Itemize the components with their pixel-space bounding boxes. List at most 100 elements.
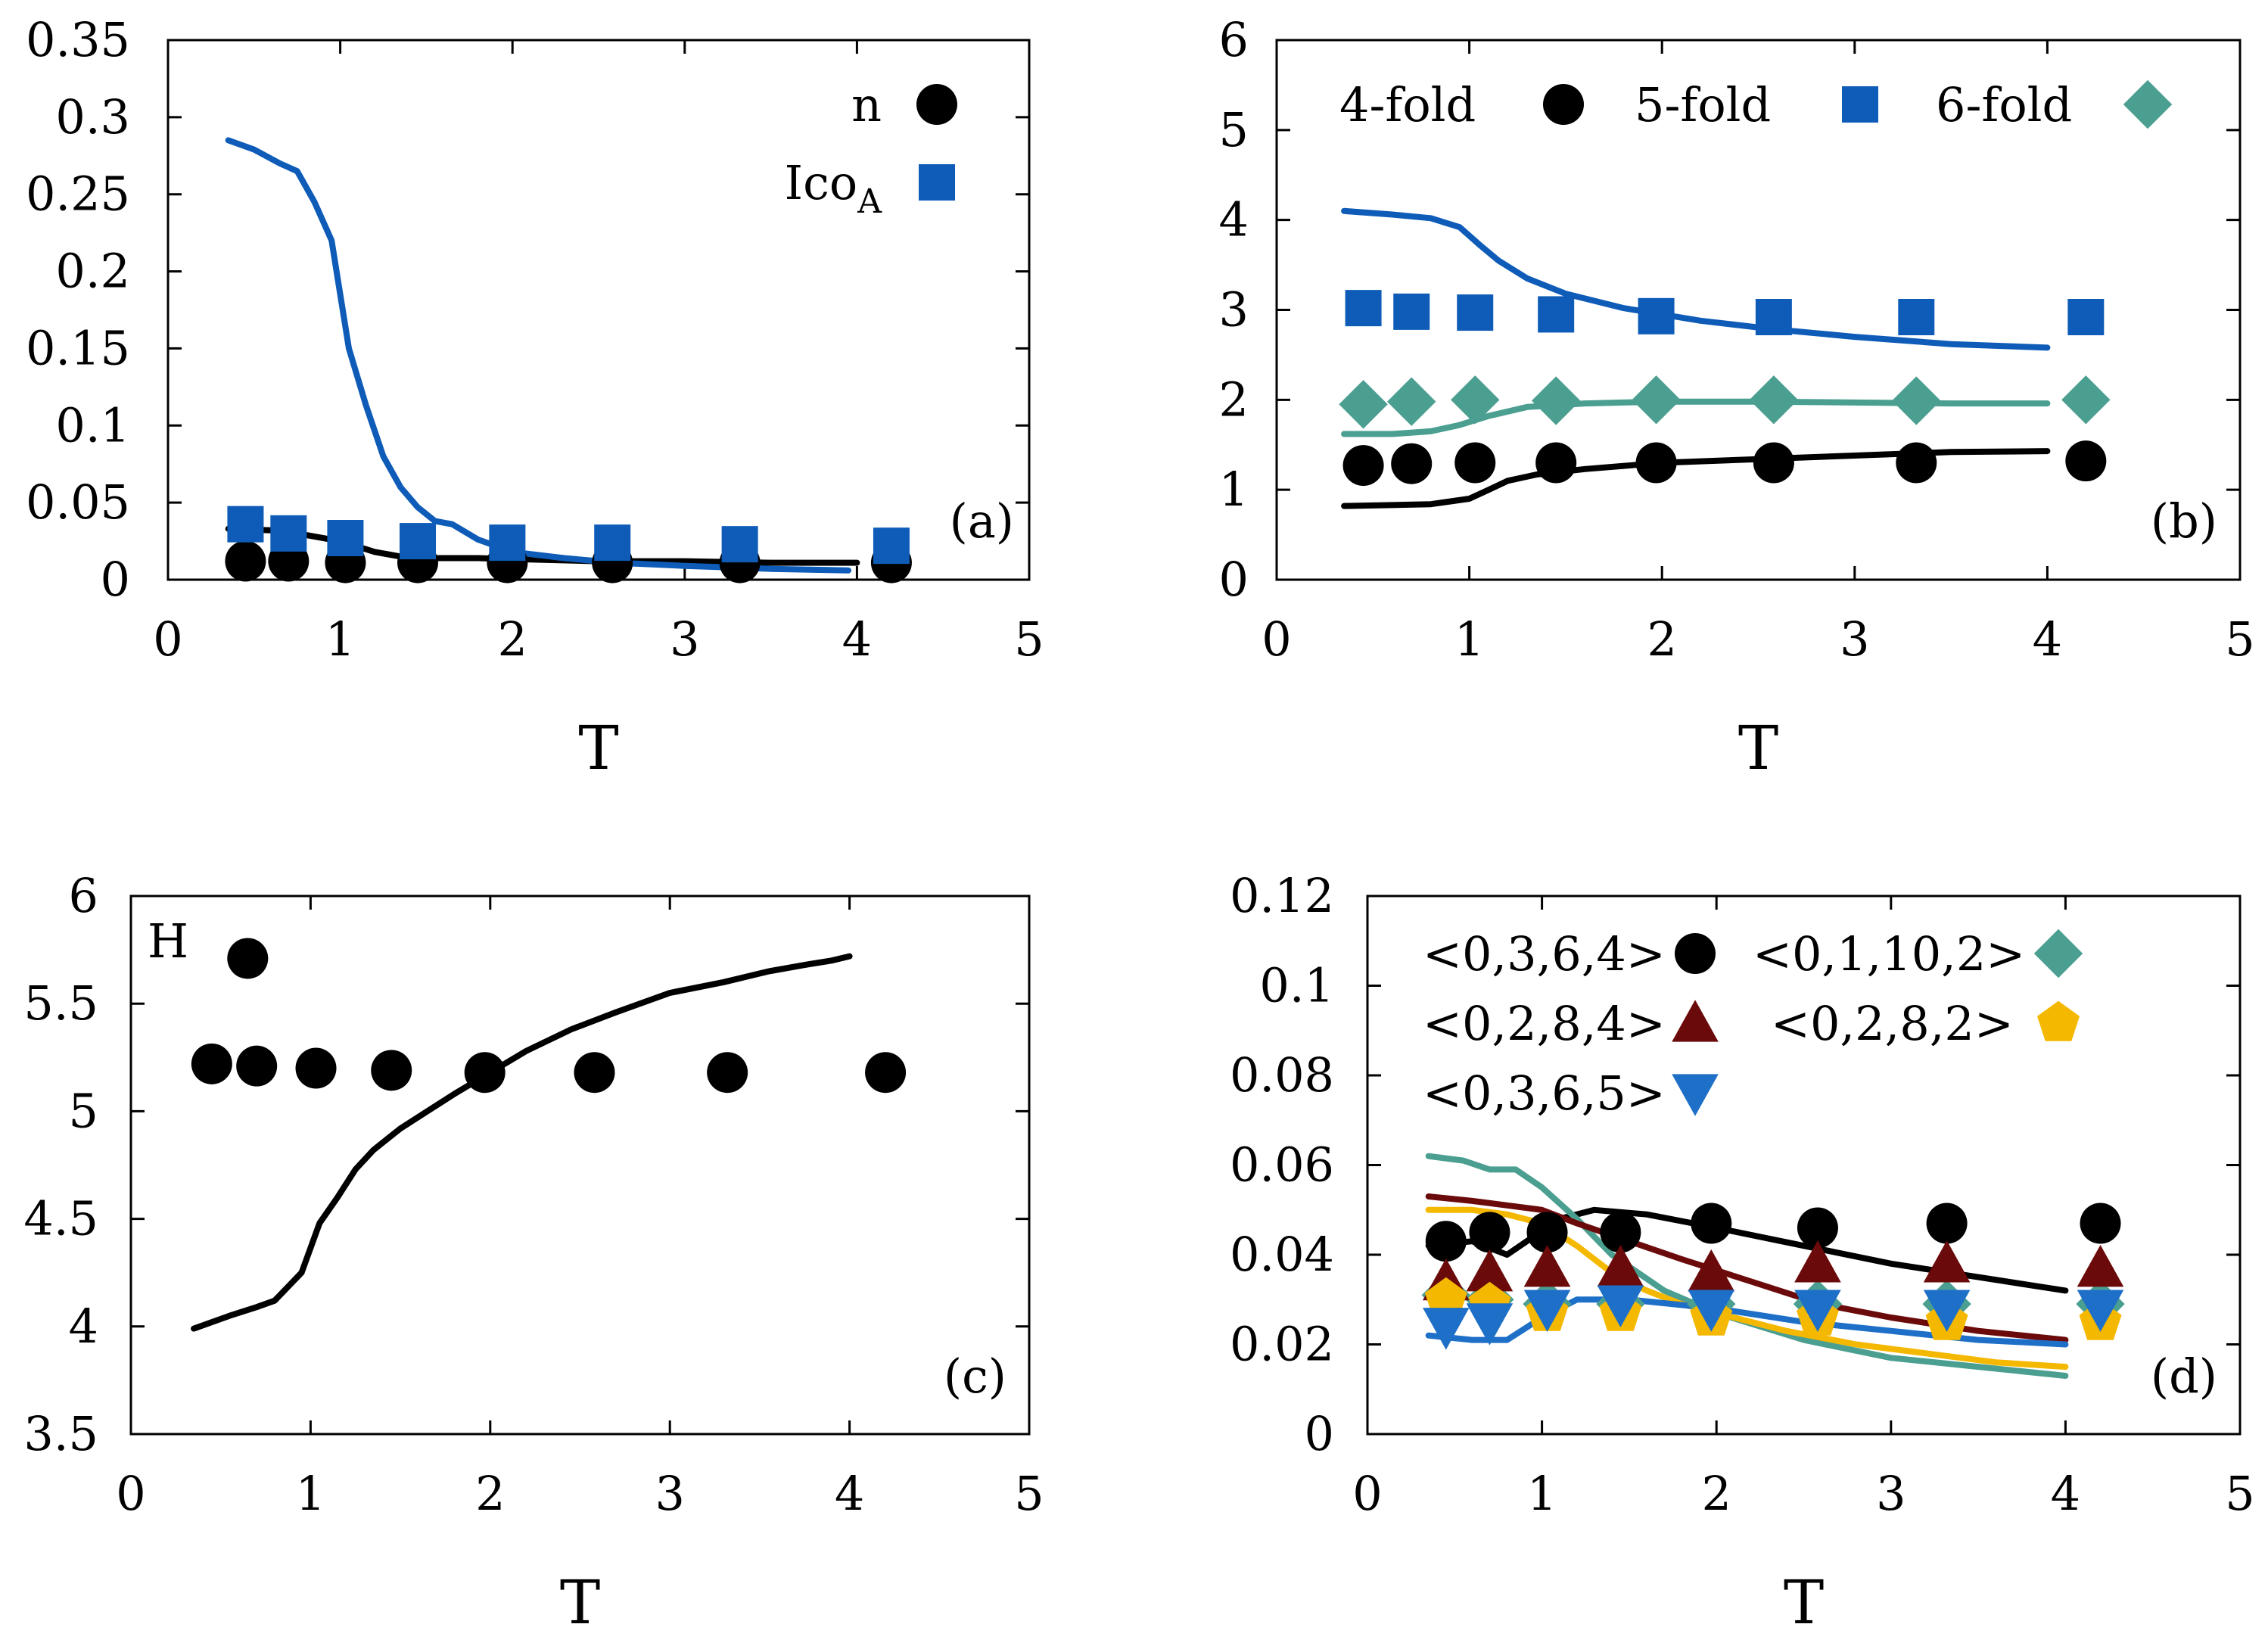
y-tick-label: 0.02 [1230,1317,1334,1372]
series-line [1341,448,2051,509]
data-point [1391,443,1433,484]
data-point [1691,1203,1732,1244]
legend-label: H [148,913,188,969]
data-point [1535,442,1577,484]
data-point [1794,1240,1841,1283]
data-point [1345,290,1382,327]
x-tick-label: 1 [1527,1466,1557,1521]
data-point [270,515,307,552]
y-tick-label: 0.2 [55,244,130,299]
x-tick-label: 0 [1262,611,1291,667]
y-tick-label: 0.12 [1230,868,1334,923]
legend-label: <0,1,10,2> [1753,926,2025,982]
legend: n IcoA [785,77,957,221]
data-point [295,1047,337,1089]
data-point [2065,440,2107,482]
legend-marker [1672,1000,1719,1042]
y-tick-label: 0.04 [1230,1227,1334,1282]
x-tick-label: 3 [670,611,699,667]
panel-c: 0 1 2 3 4 5 3.5 4 4.5 5 5.5 6 T (c) H [23,868,1044,1638]
legend-label: 4-fold [1339,77,1476,132]
x-tick-label: 4 [2051,1466,2080,1521]
x-tick-label: 4 [835,1466,864,1521]
data-point [1597,1285,1644,1327]
y-tick-label: 0.05 [26,474,130,530]
x-tick-label: 3 [1876,1466,1906,1521]
x-tick-label: 0 [153,611,182,667]
y-tick-label: 4 [69,1299,98,1354]
x-tick-label: 2 [497,611,527,667]
legend-marker [916,84,957,125]
data-point [1898,299,1935,336]
data-point [1422,1308,1470,1350]
legend-label: <0,3,6,4> [1423,926,1666,982]
data-point [2067,299,2105,336]
x-axis-title: T [560,1567,600,1638]
data-point [574,1052,615,1094]
panel-d: 0 1 2 3 4 5 0 0.02 0.04 0.06 0.08 0.1 0.12 T (d) <0,3,6… [1230,868,2255,1638]
x-tick-label: 1 [296,1466,325,1521]
y-tick-label: 4 [1219,192,1249,247]
legend-label: n [851,77,882,132]
data-point [1538,296,1575,333]
x-axis-title: T [578,713,618,783]
y-tick-label: 0.15 [26,320,130,375]
data-point [1749,375,1799,425]
y-tick-label: 0 [1305,1406,1334,1461]
legend-label: <0,3,6,5> [1423,1066,1666,1121]
data-point [1523,1290,1571,1332]
x-axis-title: T [1738,713,1778,783]
data-point [1339,380,1388,429]
data-point [489,524,526,562]
legend-marker [1672,1074,1719,1116]
legend-subscript: A [857,182,882,221]
data-point [1923,1240,1971,1283]
panel-a: 0 1 2 3 4 5 0 0.05 0.1 0.15 0.2 0.25 0.3 0.35 T (a) n Ico… [26,12,1044,783]
y-tick-label: 6 [1219,12,1249,67]
y-tick-label: 6 [69,868,98,923]
data-point [1794,1290,1841,1332]
y-tick-label: 0.25 [26,166,130,222]
data-point [1457,294,1494,331]
data-point [1451,375,1500,425]
data-point [464,1052,506,1094]
data-point [327,519,364,556]
x-tick-label: 2 [1701,1466,1731,1521]
series-line [1425,1153,2069,1379]
y-tick-label: 1 [1219,462,1249,517]
data-point [1469,1212,1510,1253]
x-tick-label: 5 [2225,1466,2254,1521]
legend-marker [1842,86,1878,123]
data-point [1597,1244,1644,1287]
x-tick-label: 5 [2225,611,2254,667]
data-point [1923,1290,1971,1332]
data-point [1632,375,1681,425]
legend-marker [2037,1000,2080,1041]
legend-label: 5-fold [1635,77,1771,132]
data-point [1688,1249,1735,1292]
data-point [873,527,910,565]
legend-marker [1675,933,1716,974]
x-tick-label: 2 [1647,611,1676,667]
legend-marker [1543,84,1584,125]
y-tick-label: 4.5 [23,1191,98,1246]
y-tick-label: 0.1 [55,397,130,453]
x-tick-label: 4 [842,611,872,667]
data-point [1526,1212,1568,1253]
legend: H [148,913,188,969]
y-tick-label: 3.5 [23,1406,98,1461]
data-point [227,506,264,543]
data-point [225,540,266,582]
data-point [1342,445,1384,487]
data-point [227,938,269,979]
data-point [1755,299,1792,336]
series-line [191,953,853,1332]
panel-label: (b) [2151,493,2217,549]
data-point [2077,1290,2124,1332]
legend-marker [919,164,955,201]
y-tick-label: 0 [101,552,130,607]
data-point [1466,1249,1514,1292]
legend: 4-fold 5-fold 6-fold [1339,77,2173,132]
x-tick-label: 2 [475,1466,505,1521]
series-line [225,137,851,574]
